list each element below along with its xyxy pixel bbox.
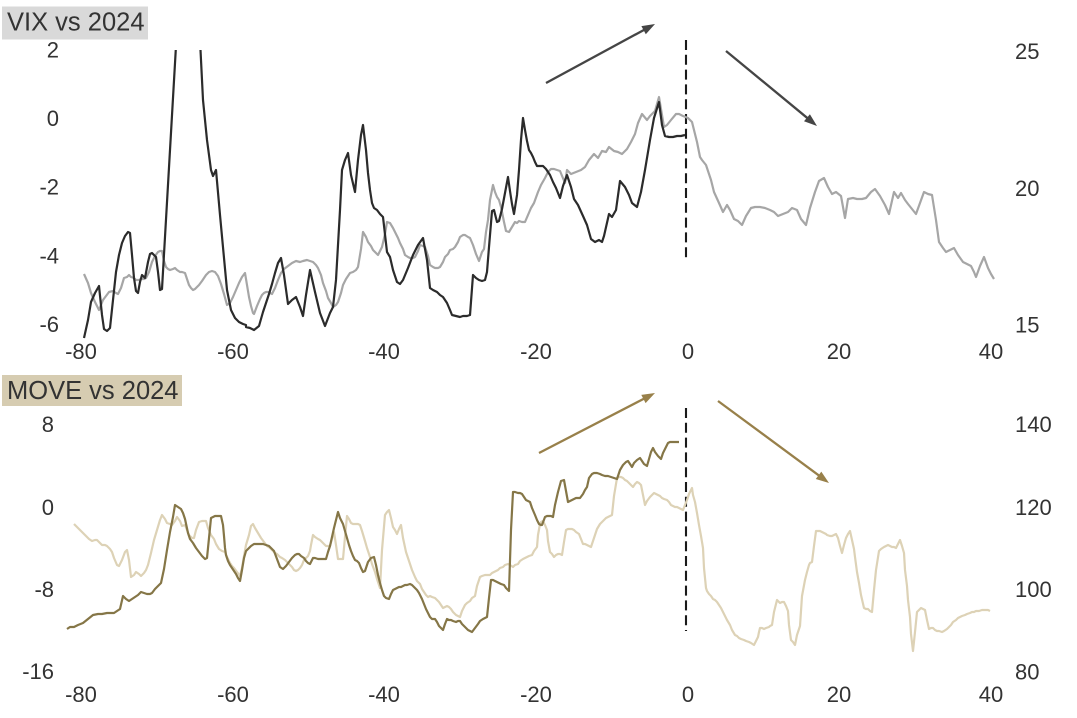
- svg-text:-40: -40: [368, 682, 400, 707]
- svg-text:8: 8: [42, 412, 54, 437]
- svg-text:-80: -80: [65, 339, 97, 364]
- svg-text:2: 2: [47, 38, 59, 63]
- svg-text:-40: -40: [368, 339, 400, 364]
- svg-text:-20: -20: [520, 339, 552, 364]
- svg-text:0: 0: [682, 339, 694, 364]
- svg-text:100: 100: [1015, 577, 1052, 602]
- svg-text:-16: -16: [22, 659, 54, 684]
- svg-text:25: 25: [1015, 39, 1039, 64]
- svg-text:0: 0: [47, 106, 59, 131]
- svg-text:40: 40: [979, 682, 1003, 707]
- svg-text:80: 80: [1015, 660, 1039, 685]
- svg-text:120: 120: [1015, 495, 1052, 520]
- svg-text:-4: -4: [39, 243, 59, 268]
- svg-text:20: 20: [827, 339, 851, 364]
- svg-text:-6: -6: [39, 312, 59, 337]
- svg-text:-2: -2: [39, 175, 59, 200]
- svg-text:0: 0: [682, 682, 694, 707]
- svg-text:-8: -8: [34, 577, 54, 602]
- svg-text:VIX vs 2024: VIX vs 2024: [7, 9, 145, 37]
- svg-text:20: 20: [1015, 176, 1039, 201]
- svg-text:MOVE vs 2024: MOVE vs 2024: [7, 377, 179, 405]
- svg-text:-60: -60: [217, 339, 249, 364]
- svg-text:40: 40: [979, 339, 1003, 364]
- svg-text:140: 140: [1015, 412, 1052, 437]
- svg-text:-60: -60: [217, 682, 249, 707]
- svg-text:20: 20: [827, 682, 851, 707]
- svg-text:15: 15: [1015, 313, 1039, 338]
- svg-text:-20: -20: [520, 682, 552, 707]
- svg-text:-80: -80: [65, 682, 97, 707]
- svg-text:0: 0: [42, 495, 54, 520]
